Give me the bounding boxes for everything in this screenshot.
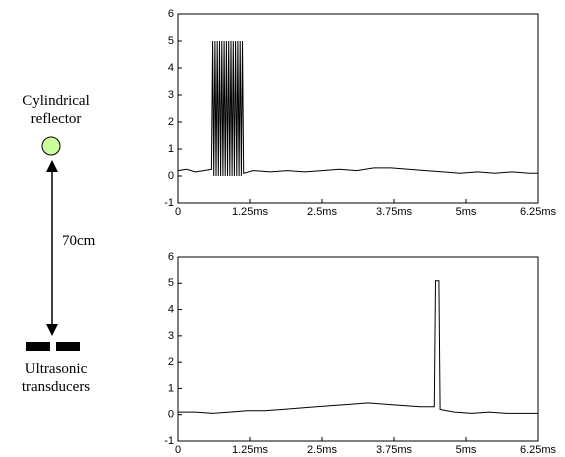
reflector-label: reflector <box>31 111 82 127</box>
x-tick-label: 3.75ms <box>376 206 413 218</box>
y-tick-label: 2 <box>168 356 174 368</box>
transducer <box>26 342 50 351</box>
y-tick-label: 6 <box>168 8 174 20</box>
y-tick-label: 5 <box>168 35 174 47</box>
y-tick-label: -1 <box>164 435 174 447</box>
x-tick-label: 2.5ms <box>307 206 337 218</box>
y-tick-label: 0 <box>168 170 174 182</box>
y-tick-label: 1 <box>168 143 174 155</box>
x-tick-label: 5ms <box>456 206 477 218</box>
plot-frame <box>177 256 539 442</box>
y-tick-label: 4 <box>168 62 174 74</box>
x-tick-label: 1.25ms <box>232 206 269 218</box>
x-tick-label: 6.25ms <box>520 206 557 218</box>
x-tick-label: 2.5ms <box>307 444 337 456</box>
x-tick-label: 0 <box>175 206 181 218</box>
x-tick-label: 6.25ms <box>520 444 557 456</box>
reflector <box>41 136 61 156</box>
x-tick-label: 1.25ms <box>232 444 269 456</box>
y-tick-label: 3 <box>168 330 174 342</box>
x-tick-label: 5ms <box>456 444 477 456</box>
y-tick-label: -1 <box>164 197 174 209</box>
y-tick-label: 0 <box>168 409 174 421</box>
signal-line <box>178 280 538 414</box>
distance-label: 70cm <box>62 233 96 249</box>
transducer-label: transducers <box>22 379 90 395</box>
transducer <box>56 342 80 351</box>
y-tick-label: 4 <box>168 303 174 315</box>
transducer-label: Ultrasonic <box>25 361 88 377</box>
x-tick-label: 3.75ms <box>376 444 413 456</box>
signal-line <box>177 40 538 177</box>
reflector-label: Cylindrical <box>22 93 90 109</box>
y-tick-label: 1 <box>168 382 174 394</box>
y-tick-label: 5 <box>168 277 174 289</box>
y-tick-label: 3 <box>168 89 174 101</box>
y-tick-label: 6 <box>168 251 174 263</box>
y-tick-label: 2 <box>168 116 174 128</box>
plot-frame <box>177 13 539 204</box>
x-tick-label: 0 <box>175 444 181 456</box>
